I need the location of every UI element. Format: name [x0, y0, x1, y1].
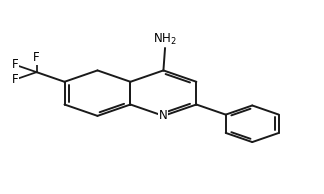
Text: F: F [33, 51, 40, 64]
Text: N: N [159, 109, 168, 122]
Text: F: F [12, 58, 19, 71]
Text: F: F [12, 73, 19, 86]
Text: NH$_2$: NH$_2$ [153, 32, 177, 47]
